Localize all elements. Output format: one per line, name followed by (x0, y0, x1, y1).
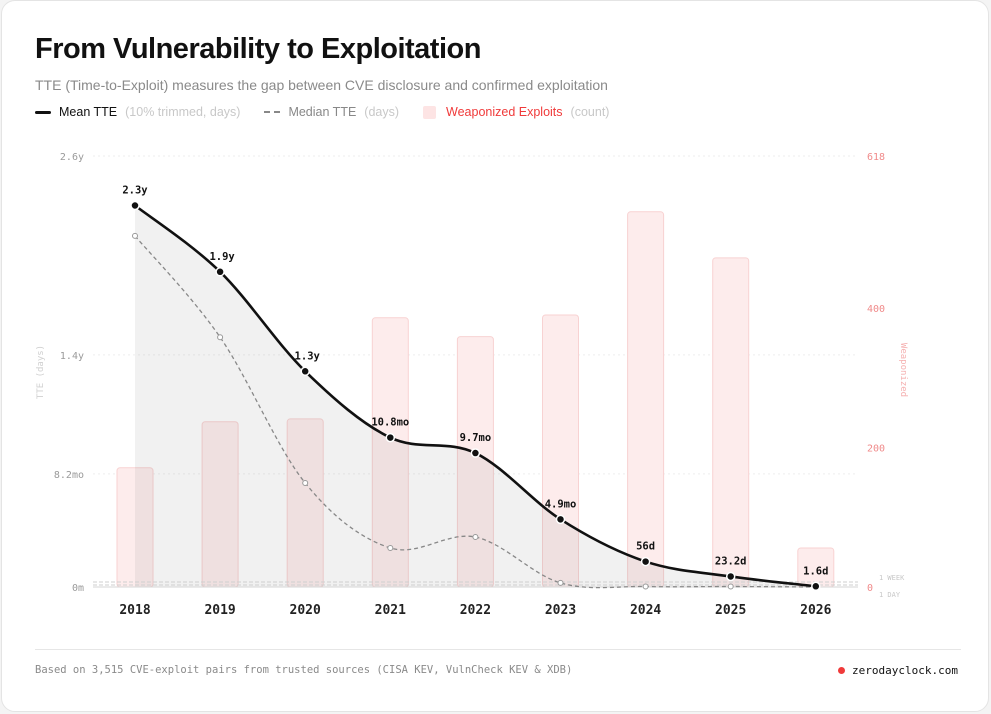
x-tick-label: 2019 (204, 603, 235, 618)
x-tick-label: 2026 (800, 603, 831, 618)
mean-data-label: 2.3y (122, 185, 148, 197)
mean-data-label: 1.3y (295, 350, 321, 362)
median-point (642, 583, 649, 590)
x-tick-label: 2024 (630, 603, 661, 618)
legend-median[interactable]: Median TTE (days) (264, 105, 399, 119)
legend-mean[interactable]: Mean TTE (10% trimmed, days) (35, 105, 240, 119)
reference-label: 1 WEEK (879, 574, 905, 582)
mean-area (135, 205, 816, 587)
mean-data-label: 4.9mo (545, 498, 577, 510)
mean-data-label: 23.2d (715, 555, 747, 567)
median-point (472, 534, 479, 541)
mean-data-label: 10.8mo (371, 417, 409, 429)
chart-title: From Vulnerability to Exploitation (35, 33, 481, 65)
legend-weaponized[interactable]: Weaponized Exploits (count) (423, 105, 609, 119)
y2-tick-label: 618 (867, 152, 885, 163)
bar (712, 257, 750, 588)
median-point (132, 232, 138, 239)
y-tick-label: 0m (72, 583, 84, 594)
reference-label: 1 DAY (879, 591, 901, 599)
mean-point (640, 556, 651, 567)
source-note: Based on 3,515 CVE-exploit pairs from tr… (35, 664, 573, 676)
bar-swatch (423, 105, 437, 119)
mean-data-label: 9.7mo (460, 432, 492, 444)
bar (627, 211, 665, 588)
mean-point (385, 432, 396, 443)
dashed-line-swatch (264, 111, 281, 113)
y-tick-label: 2.6y (60, 152, 84, 163)
mean-data-label: 1.6d (803, 565, 828, 577)
chart-subtitle: TTE (Time-to-Exploit) measures the gap b… (35, 77, 608, 93)
mean-point (555, 514, 566, 525)
legend-label: Weaponized Exploits (446, 105, 563, 119)
solid-line-swatch (35, 110, 51, 114)
median-point (727, 583, 734, 590)
mean-point (470, 448, 481, 458)
y2-axis-title: Weaponized (898, 343, 908, 397)
x-tick-label: 2022 (460, 603, 491, 618)
median-point (557, 579, 564, 586)
brand-link: zerodayclock.com (852, 664, 958, 677)
mean-point (725, 571, 736, 582)
legend-note: (10% trimmed, days) (125, 105, 241, 119)
legend-note: (days) (364, 105, 400, 119)
mean-point (130, 200, 140, 211)
red-dot-icon (838, 667, 846, 674)
median-point (217, 334, 224, 341)
x-tick-label: 2023 (545, 603, 576, 618)
y2-tick-label: 400 (867, 304, 885, 315)
mean-point (811, 581, 821, 592)
legend-note: (count) (570, 105, 610, 119)
mean-point (300, 366, 310, 377)
mean-data-label: 1.9y (209, 251, 235, 263)
brand[interactable]: zerodayclock.com (838, 664, 958, 677)
x-tick-label: 2020 (290, 603, 321, 618)
legend: Mean TTE (10% trimmed, days) Median TTE (d… (35, 105, 633, 119)
y2-tick-label: 0 (867, 583, 873, 594)
legend-label: Median TTE (288, 105, 357, 119)
x-tick-label: 2025 (715, 603, 746, 618)
x-tick-label: 2018 (119, 603, 150, 618)
legend-label: Mean TTE (59, 105, 118, 119)
median-point (387, 544, 394, 551)
mean-point (215, 267, 225, 277)
x-tick-label: 2021 (375, 603, 406, 618)
y-tick-label: 1.4y (60, 351, 84, 362)
median-line (134, 235, 816, 589)
y2-tick-label: 200 (867, 444, 885, 455)
median-point (302, 479, 309, 486)
footer-divider (35, 649, 961, 650)
y-tick-label: 8.2mo (54, 470, 84, 481)
y-axis-title: TTE (days) (36, 345, 46, 399)
mean-data-label: 56d (636, 541, 655, 553)
